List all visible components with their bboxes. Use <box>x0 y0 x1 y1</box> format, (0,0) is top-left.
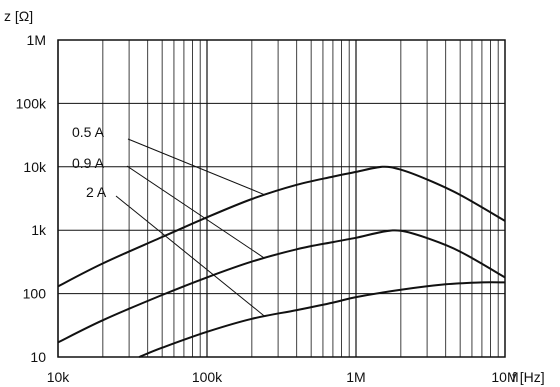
series-line-0 <box>57 165 506 288</box>
label-leaders <box>115 138 265 317</box>
y-tick-label: 1k <box>31 222 47 238</box>
curve-label-2a: 2 A <box>86 184 107 200</box>
x-tick-label: 100k <box>192 369 223 385</box>
y-tick-label: 100k <box>16 95 47 111</box>
plot-frame <box>57 39 506 358</box>
x-tick-label: 10M <box>491 369 518 385</box>
leader-line-1 <box>126 165 265 259</box>
series-line-2 <box>138 281 506 358</box>
x-tick-labels: 10k 100k 1M 10M <box>47 369 519 385</box>
x-axis-label: f [Hz] <box>512 369 545 385</box>
y-tick-label: 1M <box>27 32 46 48</box>
y-tick-labels: 1M 100k 10k 1k 100 10 <box>16 32 47 365</box>
leader-line-2 <box>115 195 265 317</box>
y-tick-label: 10k <box>23 159 47 175</box>
y-tick-label: 100 <box>23 286 47 302</box>
leader-line-0 <box>127 138 265 196</box>
series-line-1 <box>57 229 506 344</box>
x-tick-label: 10k <box>47 369 71 385</box>
y-tick-label: 10 <box>30 349 46 365</box>
y-axis-label: z [Ω] <box>4 8 33 24</box>
curve-label-0.5a: 0.5 A <box>72 124 105 140</box>
x-tick-label: 1M <box>346 369 365 385</box>
curve-label-0.9a: 0.9 A <box>72 155 105 171</box>
grid <box>57 39 505 358</box>
curves <box>57 165 506 358</box>
